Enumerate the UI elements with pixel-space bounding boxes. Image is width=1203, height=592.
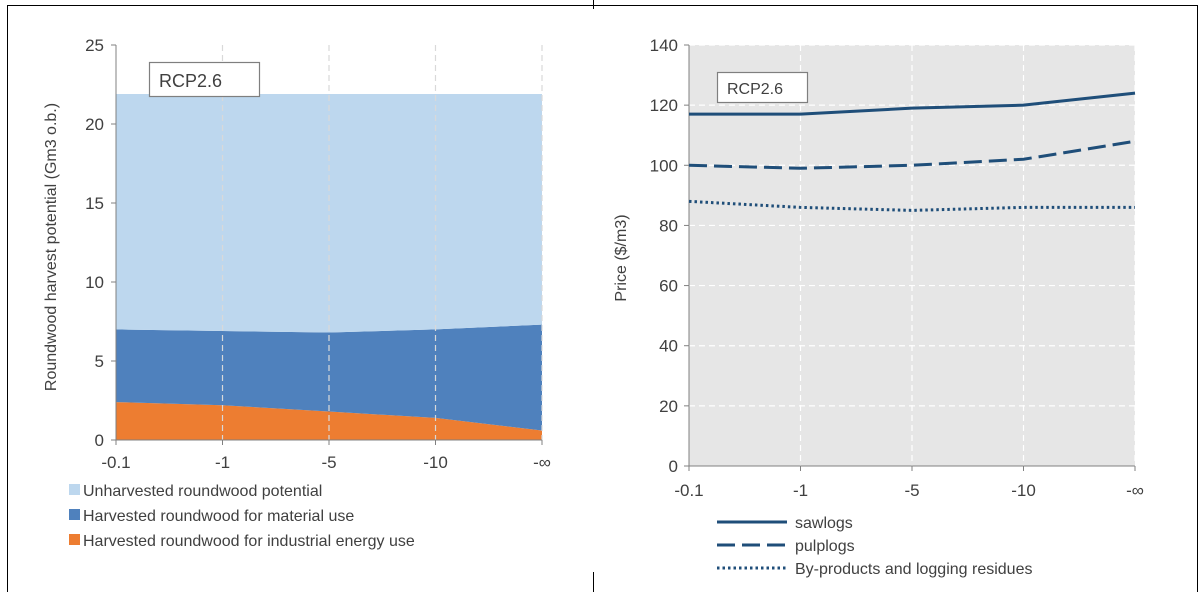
legend-item: pulplogs [717,538,855,555]
line-sawlogs [689,91,1136,116]
legend-label: Harvested roundwood for industrial energ… [83,533,415,550]
y-tick-label: 20 [659,397,678,416]
y-axis-label: Price ($/m3) [613,214,630,301]
stacked-area-chart: 0 5 10 15 20 25 -0.1 -1 -5 -10 -∞ Roundwood harve… [43,36,551,550]
x-tick-label: -∞ [1126,481,1144,500]
legend-label: Harvested roundwood for material use [83,508,354,525]
y-tick-label: 25 [85,36,104,55]
x-tick-labels: -0.1 -1 -5 -10 -∞ [674,481,1144,500]
legend-swatch [69,534,80,545]
y-tick-label: 10 [85,273,104,292]
y-axis-label: Roundwood harvest potential (Gm3 o.b.) [43,103,60,391]
x-tick-label: -10 [1011,481,1036,500]
legend: Unharvested roundwood potential Harvested… [69,483,415,550]
y-tick-label: 140 [650,36,678,55]
annotation-box: RCP2.6 [716,71,809,104]
legend-item: sawlogs [717,515,853,532]
legend-item: By-products and logging residues [717,561,1032,578]
x-tick-label: -0.1 [101,453,130,472]
y-tick-label: 5 [95,352,104,371]
vertical-gridlines [221,45,543,440]
y-tick-labels: 0 20 40 60 80 100 120 140 [650,36,678,476]
legend-item: Harvested roundwood for industrial energ… [69,533,415,550]
x-tick-label: -10 [423,453,448,472]
y-tick-label: 80 [659,216,678,235]
y-tick-label: 120 [650,96,678,115]
legend-label: Unharvested roundwood potential [83,483,322,500]
axes [111,44,543,445]
y-tick-label: 0 [95,431,104,450]
legend: sawlogs pulplogs By-products and logging r… [717,515,1032,578]
y-tick-label: 100 [650,156,678,175]
annotation-label: RCP2.6 [727,81,783,98]
legend-item: Unharvested roundwood potential [69,483,322,500]
area-unharvested-roundwood-potential [116,93,542,333]
y-tick-labels: 0 5 10 15 20 25 [85,36,104,450]
legend-label: By-products and logging residues [795,561,1032,578]
y-tick-label: 0 [669,457,678,476]
y-tick-label: 60 [659,277,678,296]
y-tick-label: 15 [85,194,104,213]
legend-swatch [69,484,80,495]
x-tick-label: -5 [904,481,919,500]
legend-swatch [69,509,80,520]
y-tick-label: 20 [85,115,104,134]
legend-label: pulplogs [795,538,855,555]
x-tick-label: -1 [215,453,230,472]
figure-border [7,5,1198,592]
legend-item: Harvested roundwood for material use [69,508,354,525]
x-tick-label: -5 [321,453,336,472]
legend-label: sawlogs [795,515,853,532]
annotation-label: RCP2.6 [159,71,222,91]
line-series-group [688,91,1136,212]
x-tick-label: -∞ [533,453,551,472]
y-tick-label: 40 [659,337,678,356]
line-chart: 0 20 40 60 80 100 120 140 -0.1 -1 -5 -10 -∞ Price (… [613,36,1144,578]
annotation-box: RCP2.6 [148,61,261,98]
x-tick-label: -1 [793,481,808,500]
x-tick-label: -0.1 [674,481,703,500]
x-tick-labels: -0.1 -1 -5 -10 -∞ [101,453,551,472]
